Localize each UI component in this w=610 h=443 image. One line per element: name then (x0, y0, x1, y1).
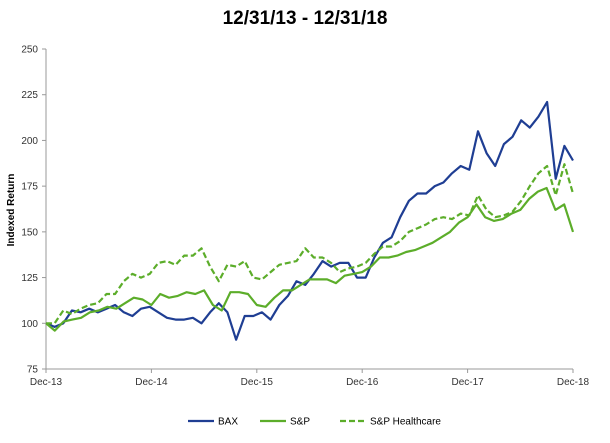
series-line-s-p (45, 186, 575, 332)
y-tick-label: 175 (21, 182, 38, 193)
y-tick-label: 250 (21, 45, 38, 56)
x-tick-label: Dec-15 (241, 377, 274, 388)
x-tick-label: Dec-17 (451, 377, 484, 388)
y-tick-label: 200 (21, 136, 38, 147)
legend-label: S&P Healthcare (370, 417, 441, 428)
y-tick-label: 100 (21, 319, 38, 330)
y-tick-label: 225 (21, 90, 38, 101)
x-tick-label: Dec-13 (30, 377, 63, 388)
legend-label: BAX (218, 417, 238, 428)
x-tick-label: Dec-18 (557, 377, 590, 388)
series-line-s-p-healthcare (46, 163, 575, 325)
plot-series (45, 100, 575, 341)
chart-title: 12/31/13 - 12/31/18 (222, 8, 388, 29)
legend: BAX S&P S&P Healthcare (188, 417, 441, 428)
legend-label: S&P (290, 417, 310, 428)
y-tick-label: 125 (21, 273, 38, 284)
x-tick-label: Dec-16 (346, 377, 379, 388)
x-tick-label: Dec-14 (135, 377, 168, 388)
y-tick-label: 150 (21, 227, 38, 238)
x-axis: Dec-13 Dec-14 Dec-15 Dec-16 Dec-17 Dec-18 (30, 368, 590, 388)
y-axis: 75 100 125 150 175 200 225 250 (21, 45, 47, 376)
y-axis-title: Indexed Return (6, 174, 17, 247)
y-tick-label: 75 (27, 365, 39, 376)
